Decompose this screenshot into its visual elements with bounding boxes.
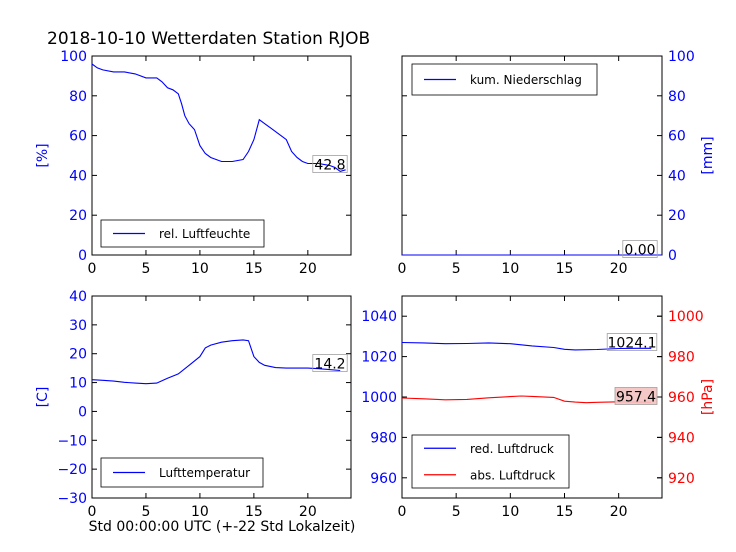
legend: rel. Luftfeuchte <box>100 219 265 248</box>
panel-temperature: 0 5 10 15 20 −30 −20 −10 0 10 20 30 40 [C] Lufttempera… <box>35 289 352 520</box>
legend: kum. Niederschlag <box>411 63 598 96</box>
y-tick-label: 40 <box>69 168 87 184</box>
y-tick-label: 1020 <box>361 350 397 366</box>
y-axis-label: [C] <box>35 387 51 408</box>
legend-entry: red. Luftdruck <box>470 442 554 456</box>
y-tick-label: 1000 <box>361 390 397 406</box>
x-tick-label: 10 <box>191 261 209 277</box>
y-tick-label: 80 <box>69 89 87 105</box>
current-value-badge-2-box <box>614 387 658 405</box>
legend: red. Luftdruck abs. Luftdruck <box>411 434 570 489</box>
y-tick-label: 40 <box>69 289 87 305</box>
series-line-abs-luftdruck <box>401 395 652 404</box>
y-right-tick-label: 960 <box>668 390 695 406</box>
y-tick-label: 40 <box>668 168 686 184</box>
y-tick-label: 100 <box>60 49 87 65</box>
legend-entry: abs. Luftdruck <box>470 468 555 482</box>
panel-humidity: 0 5 10 15 20 0 20 40 60 80 100 [%] rel. Luftfeuchte 4… <box>35 49 352 277</box>
x-tick-label: 15 <box>245 504 263 520</box>
y-right-tick-label: 920 <box>668 471 695 487</box>
x-tick-label: 20 <box>610 261 628 277</box>
x-tick-label: 0 <box>88 504 97 520</box>
y-tick-label: 980 <box>370 430 397 446</box>
y-tick-label: −20 <box>57 462 87 478</box>
legend-entry: Lufttemperatur <box>159 466 250 480</box>
y-tick-label: 80 <box>668 89 686 105</box>
y-tick-label: 60 <box>668 129 686 145</box>
y-tick-label: −30 <box>57 491 87 507</box>
current-value-badge: 1024.1 <box>608 336 657 352</box>
x-tick-label: 10 <box>501 261 519 277</box>
current-value-badge: 14.2 <box>314 357 345 373</box>
current-value-badge-2: 957.4 <box>616 390 656 406</box>
panel-pressure: 0 5 10 15 20 960 980 1000 1020 1040 920 940 960 980 10… <box>361 295 716 520</box>
y-tick-label: 20 <box>668 208 686 224</box>
y-right-tick-label: 980 <box>668 350 695 366</box>
y-axis-label: [mm] <box>700 136 716 174</box>
current-value-badge-box <box>312 354 348 372</box>
y-right-tick-label: 1000 <box>668 309 704 325</box>
x-tick-label: 15 <box>556 504 574 520</box>
current-value-badge-box <box>606 333 658 351</box>
current-value-badge-box <box>622 240 658 258</box>
series-line-rel-luftfeuchte <box>91 63 346 173</box>
y-tick-label: 30 <box>69 318 87 334</box>
x-tick-label: 10 <box>191 504 209 520</box>
y-tick-label: 960 <box>370 471 397 487</box>
x-tick-label: 5 <box>141 261 150 277</box>
y-tick-label: 100 <box>668 49 695 65</box>
x-tick-label: 0 <box>398 261 407 277</box>
x-tick-label: 15 <box>556 261 574 277</box>
x-tick-label: 5 <box>141 504 150 520</box>
y-tick-label: 0 <box>78 404 87 420</box>
legend-entry: rel. Luftfeuchte <box>159 227 250 241</box>
y-right-tick-label: 940 <box>668 430 695 446</box>
x-tick-label: 10 <box>501 504 519 520</box>
figure-title: 2018-10-10 Wetterdaten Station RJOB <box>47 29 370 49</box>
y-tick-label: 0 <box>78 248 87 264</box>
plot-frame <box>91 55 352 256</box>
y-tick-label: 10 <box>69 376 87 392</box>
x-tick-label: 5 <box>452 261 461 277</box>
current-value-badge: 42.8 <box>314 158 345 174</box>
y-tick-label: 1040 <box>361 309 397 325</box>
x-tick-label: 20 <box>299 504 317 520</box>
x-tick-label: 20 <box>610 504 628 520</box>
series-line-red-luftdruck <box>401 341 652 351</box>
current-value-badge: 0.00 <box>624 243 655 259</box>
x-tick-label: 15 <box>245 261 263 277</box>
plot-frame <box>91 295 352 499</box>
x-tick-label: 0 <box>88 261 97 277</box>
x-tick-label: 20 <box>299 261 317 277</box>
legend-entry: kum. Niederschlag <box>470 73 582 87</box>
legend: Lufttemperatur <box>100 457 264 488</box>
y-tick-label: 60 <box>69 129 87 145</box>
y-axis-label: [%] <box>35 143 51 167</box>
y-tick-label: 20 <box>69 208 87 224</box>
x-tick-label: 5 <box>452 504 461 520</box>
y-axis-label: [hPa] <box>700 379 716 415</box>
y-tick-label: −10 <box>57 433 87 449</box>
current-value-badge-box <box>312 155 348 173</box>
x-tick-label: 0 <box>398 504 407 520</box>
series-line-lufttemperatur <box>91 339 341 385</box>
y-tick-label: 20 <box>69 347 87 363</box>
panel-precip: 0 5 10 15 20 0 20 40 60 80 100 [mm] kum. Niederschla… <box>398 49 716 277</box>
legend-box <box>411 434 570 489</box>
x-axis-label: Std 00:00:00 UTC (+-22 Std Lokalzeit) <box>89 519 356 535</box>
y-tick-label: 0 <box>668 248 677 264</box>
